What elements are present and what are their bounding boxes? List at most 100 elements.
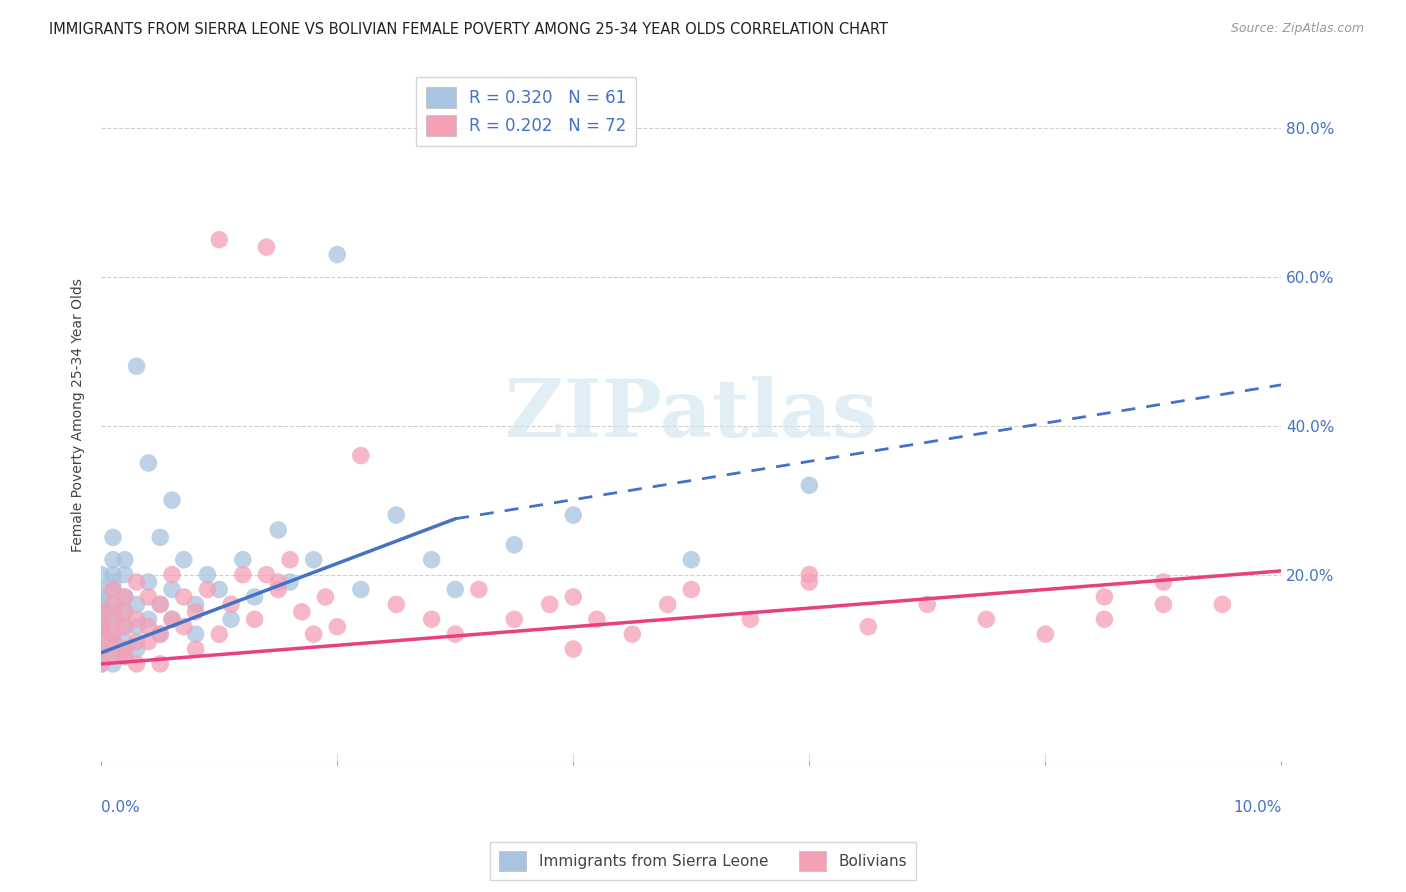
Point xyxy=(256,240,278,254)
Point xyxy=(138,634,160,648)
Point xyxy=(232,567,254,582)
Point xyxy=(444,582,467,597)
Point xyxy=(232,552,254,566)
Point xyxy=(101,575,124,590)
Point xyxy=(267,575,290,590)
Point xyxy=(302,627,325,641)
Point xyxy=(197,567,219,582)
Point xyxy=(858,620,880,634)
Point xyxy=(114,605,136,619)
Point xyxy=(326,620,349,634)
Point xyxy=(101,605,124,619)
Point xyxy=(314,590,336,604)
Point xyxy=(101,642,124,657)
Point xyxy=(267,523,290,537)
Point xyxy=(101,582,124,597)
Point xyxy=(799,478,821,492)
Point xyxy=(160,612,183,626)
Point xyxy=(101,567,124,582)
Point xyxy=(326,247,349,261)
Point xyxy=(101,634,124,648)
Point xyxy=(101,582,124,597)
Point xyxy=(385,598,408,612)
Text: IMMIGRANTS FROM SIERRA LEONE VS BOLIVIAN FEMALE POVERTY AMONG 25-34 YEAR OLDS CO: IMMIGRANTS FROM SIERRA LEONE VS BOLIVIAN… xyxy=(49,22,889,37)
Point xyxy=(267,582,290,597)
Point xyxy=(208,582,231,597)
Point xyxy=(149,530,172,544)
Point xyxy=(114,649,136,664)
Point xyxy=(90,582,112,597)
Point xyxy=(219,598,242,612)
Point xyxy=(917,598,939,612)
Point xyxy=(562,642,585,657)
Point xyxy=(101,530,124,544)
Point xyxy=(90,627,112,641)
Point xyxy=(101,612,124,626)
Point xyxy=(114,605,136,619)
Point xyxy=(138,456,160,470)
Point xyxy=(101,552,124,566)
Point xyxy=(468,582,491,597)
Point xyxy=(503,538,526,552)
Point xyxy=(420,612,443,626)
Point xyxy=(125,642,148,657)
Point xyxy=(149,598,172,612)
Point xyxy=(125,612,148,626)
Point xyxy=(125,620,148,634)
Point xyxy=(90,567,112,582)
Point xyxy=(278,575,301,590)
Point xyxy=(90,590,112,604)
Text: 10.0%: 10.0% xyxy=(1233,799,1281,814)
Point xyxy=(1211,598,1233,612)
Point xyxy=(149,627,172,641)
Point xyxy=(160,493,183,508)
Point xyxy=(138,612,160,626)
Point xyxy=(114,620,136,634)
Point xyxy=(114,642,136,657)
Point xyxy=(125,575,148,590)
Point xyxy=(138,575,160,590)
Point xyxy=(138,620,160,634)
Point xyxy=(173,552,195,566)
Point xyxy=(976,612,998,626)
Point xyxy=(173,590,195,604)
Point xyxy=(90,605,112,619)
Point xyxy=(420,552,443,566)
Point xyxy=(90,612,112,626)
Point xyxy=(125,598,148,612)
Point xyxy=(538,598,561,612)
Point xyxy=(350,582,373,597)
Point xyxy=(243,590,266,604)
Point xyxy=(1092,612,1115,626)
Point xyxy=(138,590,160,604)
Point xyxy=(90,642,112,657)
Point xyxy=(302,552,325,566)
Point xyxy=(90,627,112,641)
Text: Source: ZipAtlas.com: Source: ZipAtlas.com xyxy=(1230,22,1364,36)
Legend: R = 0.320   N = 61, R = 0.202   N = 72: R = 0.320 N = 61, R = 0.202 N = 72 xyxy=(416,77,637,146)
Point xyxy=(243,612,266,626)
Text: ZIPatlas: ZIPatlas xyxy=(505,376,877,454)
Point xyxy=(385,508,408,522)
Point xyxy=(208,627,231,641)
Point xyxy=(681,582,703,597)
Point xyxy=(740,612,762,626)
Point xyxy=(350,449,373,463)
Point xyxy=(799,575,821,590)
Point xyxy=(160,612,183,626)
Point xyxy=(149,657,172,671)
Point xyxy=(160,582,183,597)
Point xyxy=(1092,590,1115,604)
Point xyxy=(90,620,112,634)
Point xyxy=(90,620,112,634)
Point xyxy=(149,598,172,612)
Point xyxy=(101,649,124,664)
Point xyxy=(197,582,219,597)
Point xyxy=(90,642,112,657)
Point xyxy=(125,634,148,648)
Point xyxy=(114,590,136,604)
Y-axis label: Female Poverty Among 25-34 Year Olds: Female Poverty Among 25-34 Year Olds xyxy=(72,277,86,551)
Point xyxy=(562,590,585,604)
Text: 0.0%: 0.0% xyxy=(101,799,141,814)
Point xyxy=(799,567,821,582)
